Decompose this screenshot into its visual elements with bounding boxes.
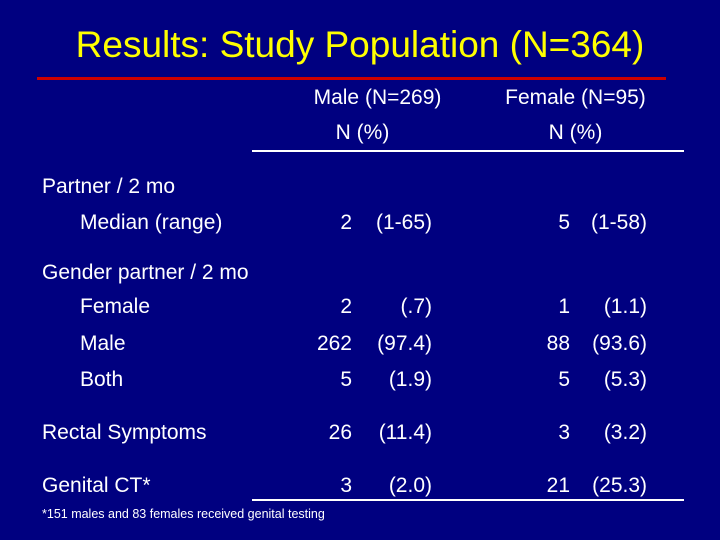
median-row-label: Median (range) bbox=[80, 211, 223, 234]
gender-male-male-pct: (97.4) bbox=[377, 332, 432, 355]
genital-female-pct: (25.3) bbox=[592, 474, 647, 497]
gender-male-female-n: 88 bbox=[546, 332, 570, 355]
gender-male-label: Male bbox=[80, 332, 126, 355]
gender-female-male-pct: (.7) bbox=[400, 295, 433, 318]
genital-male-pct: (2.0) bbox=[388, 474, 432, 497]
rectal-female-pct: (3.2) bbox=[603, 421, 647, 444]
gender-female-female-n: 1 bbox=[558, 295, 570, 318]
female-column-subheader: N (%) bbox=[548, 121, 603, 144]
median-female-n: 5 bbox=[558, 211, 570, 234]
rectal-row-label: Rectal Symptoms bbox=[42, 421, 207, 444]
footnote: *151 males and 83 females received genit… bbox=[42, 507, 325, 521]
gender-both-male-pct: (1.9) bbox=[388, 368, 432, 391]
gender-female-male-n: 2 bbox=[340, 295, 352, 318]
rectal-female-n: 3 bbox=[558, 421, 570, 444]
gender-both-female-n: 5 bbox=[558, 368, 570, 391]
header-rule bbox=[252, 150, 684, 152]
median-female-range: (1-58) bbox=[590, 211, 647, 234]
gender-both-female-pct: (5.3) bbox=[603, 368, 647, 391]
gender-section-label: Gender partner / 2 mo bbox=[42, 261, 249, 284]
female-column-header: Female (N=95) bbox=[505, 86, 646, 109]
male-column-header: Male (N=269) bbox=[313, 86, 442, 109]
male-column-subheader: N (%) bbox=[335, 121, 390, 144]
gender-both-male-n: 5 bbox=[340, 368, 352, 391]
median-male-n: 2 bbox=[340, 211, 352, 234]
gender-male-male-n: 262 bbox=[316, 332, 352, 355]
gender-both-label: Both bbox=[80, 368, 124, 391]
rectal-male-n: 26 bbox=[328, 421, 352, 444]
genital-male-n: 3 bbox=[340, 474, 352, 497]
gender-female-label: Female bbox=[80, 295, 151, 318]
partner-section-label: Partner / 2 mo bbox=[42, 175, 176, 198]
title-underline bbox=[37, 77, 666, 80]
median-male-range: (1-65) bbox=[375, 211, 432, 234]
rectal-male-pct: (11.4) bbox=[378, 421, 432, 444]
footer-rule bbox=[252, 499, 684, 501]
gender-female-female-pct: (1.1) bbox=[603, 295, 647, 318]
genital-row-label: Genital CT* bbox=[42, 474, 151, 497]
slide-title: Results: Study Population (N=364) bbox=[75, 24, 645, 65]
genital-female-n: 21 bbox=[546, 474, 570, 497]
gender-male-female-pct: (93.6) bbox=[592, 332, 647, 355]
